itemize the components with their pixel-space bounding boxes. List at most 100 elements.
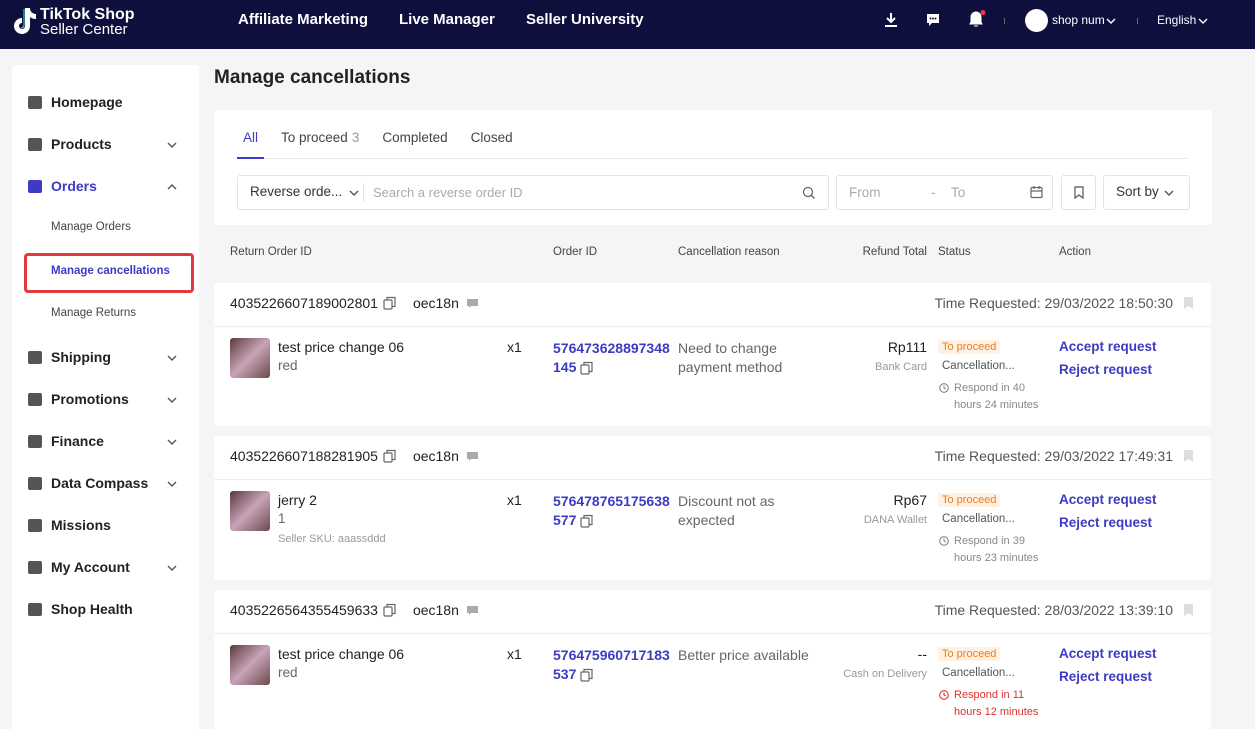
user-name[interactable]: shop num	[1052, 13, 1105, 27]
clock-icon	[939, 536, 949, 546]
tab[interactable]: To proceed 3	[281, 130, 359, 159]
separator	[1004, 18, 1005, 24]
status-tag: To proceed	[938, 647, 1001, 661]
icon-part	[939, 383, 949, 393]
nav-item[interactable]: Shop Health	[51, 601, 133, 617]
action-link[interactable]: Accept request	[1059, 492, 1157, 507]
bookmark-icon[interactable]	[1183, 450, 1194, 462]
chat-icon[interactable]	[466, 298, 479, 309]
icon-part	[167, 565, 177, 571]
icon-part	[466, 451, 478, 461]
icon-part	[580, 669, 593, 682]
icon-part	[349, 190, 359, 196]
action-link[interactable]: Accept request	[1059, 339, 1157, 354]
nav-icon	[28, 477, 42, 490]
order-header: 4035226607188281905 oec18n	[230, 448, 479, 464]
action-link[interactable]: Reject request	[1059, 362, 1153, 377]
tab[interactable]: Closed	[471, 130, 513, 159]
refund-total: Rp111	[887, 339, 927, 355]
row-divider	[214, 326, 1211, 327]
order-card: 4035226564355459633 oec18n Time Requested:…	[214, 590, 1211, 729]
time-requested: Time Requested: 28/03/2022 13:39:10	[934, 602, 1173, 618]
chevron	[166, 352, 178, 364]
nav-item[interactable]: Shipping	[51, 349, 111, 365]
chevron	[1197, 15, 1209, 27]
order-header: 4035226564355459633 oec18n	[230, 602, 479, 618]
action-link[interactable]: Accept request	[1059, 646, 1157, 661]
nav-link[interactable]: Seller University	[526, 11, 644, 28]
payment-method: Bank Card	[875, 361, 927, 373]
bookmark-icon[interactable]	[1183, 604, 1194, 616]
separator	[1137, 18, 1138, 24]
nav-item[interactable]: Promotions	[51, 391, 129, 407]
notification-icon[interactable]	[968, 10, 986, 28]
icon-part	[1184, 297, 1193, 309]
icon-part	[386, 296, 396, 308]
nav-icon	[28, 180, 42, 193]
tab[interactable]: All	[237, 130, 265, 159]
icon-part	[349, 190, 359, 196]
copy-icon[interactable]	[383, 603, 396, 617]
sub-nav-item[interactable]: Manage cancellations	[51, 265, 170, 277]
copy-icon[interactable]	[383, 449, 396, 463]
icon-part	[1074, 186, 1084, 199]
sub-nav-item[interactable]: Manage Returns	[51, 307, 137, 319]
message-icon[interactable]	[925, 12, 941, 28]
order-id[interactable]: 576478765175638577	[553, 493, 670, 528]
nav-item[interactable]: My Account	[51, 559, 130, 575]
column-header: Status	[938, 246, 971, 258]
action-link[interactable]: Reject request	[1059, 515, 1153, 530]
nav-item[interactable]: Data Compass	[51, 475, 149, 491]
icon-part	[583, 362, 593, 373]
cancellation-reason: Need to change payment method	[678, 340, 783, 375]
copy-icon[interactable]	[580, 514, 593, 528]
icon-part	[580, 517, 590, 528]
chat-icon[interactable]	[466, 451, 479, 462]
chat-icon[interactable]	[466, 605, 479, 616]
chevron	[348, 187, 360, 199]
return-order-id: 4035226564355459633	[230, 602, 378, 618]
copy-icon[interactable]	[580, 668, 593, 682]
search-placeholder: Search a reverse order ID	[373, 185, 523, 200]
sort-button[interactable]: Sort by	[1103, 175, 1190, 210]
download-icon[interactable]	[883, 12, 899, 28]
time-requested: Time Requested: 29/03/2022 17:49:31	[934, 448, 1173, 464]
copy-icon[interactable]	[383, 296, 396, 310]
product-variant: 1	[278, 511, 286, 526]
language[interactable]: English	[1157, 13, 1197, 27]
copy-icon[interactable]	[580, 361, 593, 375]
tab-label: Closed	[470, 130, 513, 145]
icon-part	[167, 481, 177, 487]
icon-part	[466, 451, 478, 461]
avatar[interactable]	[1025, 9, 1048, 32]
icon-part	[980, 10, 986, 15]
clock-icon	[939, 690, 949, 700]
bookmark-icon[interactable]	[1183, 297, 1194, 309]
nav-item[interactable]: Missions	[51, 517, 111, 533]
nav-item[interactable]: Products	[51, 136, 112, 152]
icon-part	[383, 606, 393, 617]
nav-link[interactable]: Affiliate Marketing	[238, 11, 369, 28]
icon-part	[167, 184, 177, 190]
icon-part	[934, 17, 937, 20]
logo-icon	[11, 6, 39, 36]
order-id[interactable]: 576473628897348145	[553, 340, 670, 375]
nav-item[interactable]: Orders	[51, 178, 97, 194]
time-requested: Time Requested: 29/03/2022 18:50:30	[934, 295, 1173, 311]
tabs: All To proceed 3 Completed Closed	[237, 130, 513, 159]
date-range[interactable]: From - To	[836, 175, 1053, 210]
icon-part	[386, 603, 396, 615]
icon-part	[583, 669, 593, 680]
sub-nav-item[interactable]: Manage Orders	[51, 221, 131, 233]
nav-link[interactable]: Live Manager	[399, 11, 495, 28]
tab[interactable]: Completed	[382, 130, 447, 159]
action-link[interactable]: Reject request	[1059, 669, 1153, 684]
nav-item[interactable]: Finance	[51, 433, 104, 449]
search-box[interactable]: Reverse orde... Search a reverse order ID	[237, 175, 829, 210]
logo-line: TikTok Shop	[40, 6, 135, 23]
search-type[interactable]: Reverse orde...	[250, 184, 343, 199]
order-id[interactable]: 576475960717183537	[553, 647, 670, 682]
bookmark-button[interactable]	[1061, 175, 1096, 210]
nav-item[interactable]: Homepage	[51, 94, 123, 110]
return-order-id: 4035226607189002801	[230, 295, 378, 311]
